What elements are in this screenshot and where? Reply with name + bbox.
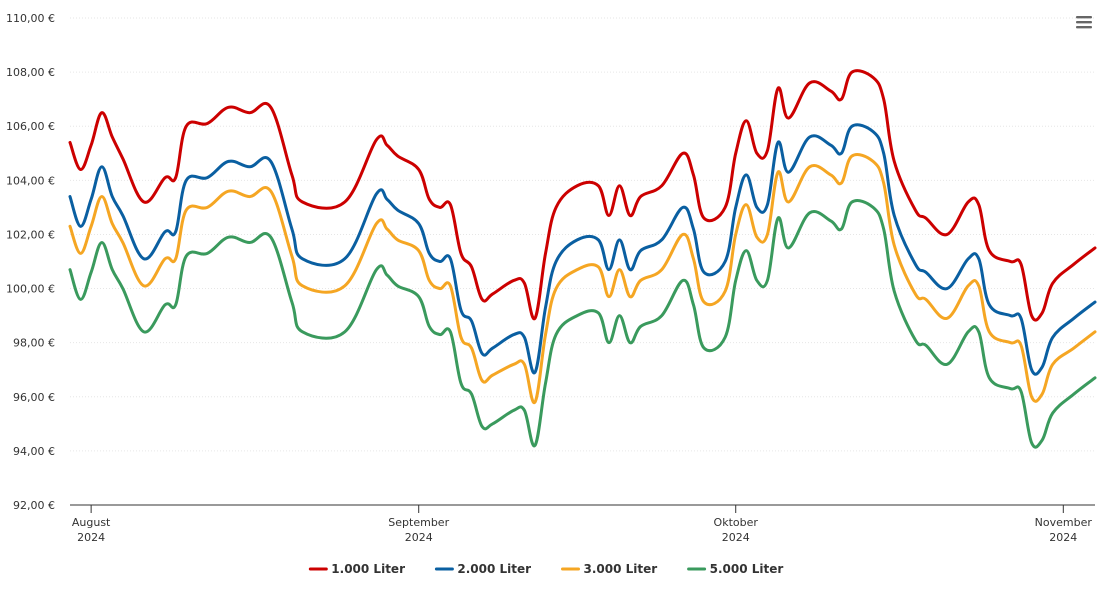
y-tick-label: 94,00 € [13, 445, 55, 458]
series-line-1[interactable] [68, 69, 1097, 322]
legend-label: 3.000 Liter [584, 562, 658, 576]
y-tick-label: 110,00 € [6, 12, 55, 25]
legend-label: 2.000 Liter [457, 562, 531, 576]
y-tick-label: 108,00 € [6, 66, 55, 79]
chart-menu-button[interactable] [1074, 13, 1094, 31]
y-tick-label: 92,00 € [13, 499, 55, 512]
hamburger-menu-icon [1076, 16, 1092, 29]
y-tick-label: 96,00 € [13, 391, 55, 404]
y-tick-label: 100,00 € [6, 283, 55, 296]
x-tick-year: 2024 [405, 531, 433, 544]
legend-item-4[interactable]: 5.000 Liter [687, 562, 784, 576]
x-axis: August 2024 September 2024 Oktober 2024 Novemb… [70, 504, 1095, 544]
legend-item-2[interactable]: 2.000 Liter [434, 562, 531, 576]
x-tick-month: November [1035, 516, 1093, 529]
y-tick-label: 104,00 € [6, 174, 55, 187]
series-lines [68, 69, 1097, 449]
legend-label: 5.000 Liter [710, 562, 784, 576]
x-tick-month: September [388, 516, 449, 529]
legend-item-3[interactable]: 3.000 Liter [561, 562, 658, 576]
y-axis: 92,00 € 94,00 € 96,00 € 98,00 € 100,00 € 102,… [6, 12, 55, 512]
x-tick-month: August [72, 516, 111, 529]
y-tick-label: 102,00 € [6, 228, 55, 241]
series-line-2[interactable] [68, 123, 1097, 376]
legend-label: 1.000 Liter [331, 562, 405, 576]
x-tick-year: 2024 [77, 531, 105, 544]
y-tick-label: 106,00 € [6, 120, 55, 133]
legend-item-1[interactable]: 1.000 Liter [308, 562, 405, 576]
series-line-3[interactable] [68, 153, 1097, 404]
legend: 1.000 Liter 2.000 Liter 3.000 Liter 5.000 L… [308, 562, 784, 576]
x-tick-month: Oktober [714, 516, 759, 529]
x-tick-year: 2024 [1049, 531, 1077, 544]
series-line-4[interactable] [68, 198, 1097, 449]
y-tick-label: 98,00 € [13, 337, 55, 350]
x-tick-year: 2024 [722, 531, 750, 544]
